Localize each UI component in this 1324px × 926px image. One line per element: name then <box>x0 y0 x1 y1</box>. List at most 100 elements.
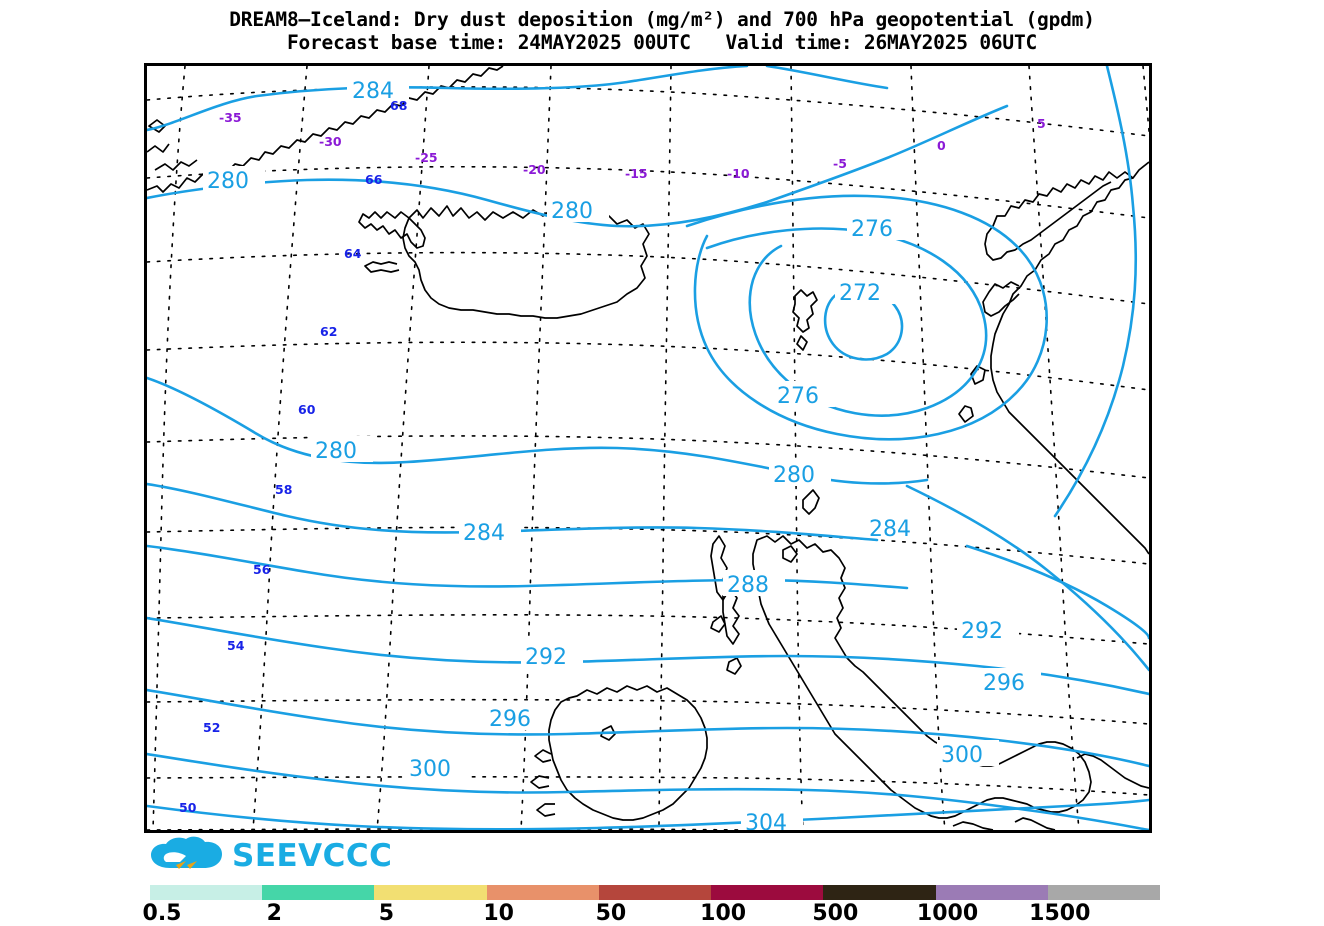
longitude-labels: -35 -30 -25 -20 -15 -10 -5 0 5 <box>219 110 1046 181</box>
coastline-orkney <box>782 545 798 563</box>
contour-label-296b: 296 <box>983 671 1025 696</box>
colorbar-tick-label: 50 <box>595 901 627 926</box>
contour-label-280d: 280 <box>773 463 815 488</box>
coastline-norway-islands <box>970 365 986 385</box>
lat-label-50: 50 <box>179 800 197 815</box>
colorbar-strip <box>150 885 1160 900</box>
contour-300 <box>147 752 1149 830</box>
coastline-iceland-westfjords <box>358 211 426 249</box>
colorbar-segment <box>823 885 936 900</box>
contour-label-300b: 300 <box>941 743 983 768</box>
lon-label-m10: -10 <box>727 166 750 181</box>
contour-276-outer <box>685 194 1048 441</box>
graticule-longitude-lines <box>152 66 1149 830</box>
contour-label-292b: 292 <box>961 619 1003 644</box>
coastlines <box>147 66 1149 830</box>
contour-292 <box>147 616 1149 696</box>
coastline-greenland-inlet-b <box>147 143 170 153</box>
contour-296 <box>147 688 1149 768</box>
lat-label-62: 62 <box>320 324 337 339</box>
contour-label-304: 304 <box>745 811 787 830</box>
lon-label-m25: -25 <box>415 150 438 165</box>
title-line-2: Forecast base time: 24MAY2025 00UTC Vali… <box>286 31 1038 54</box>
latitude-labels: 68 66 64 62 60 58 56 54 52 50 <box>179 98 407 815</box>
colorbar-segment <box>374 885 487 900</box>
colorbar-segment <box>150 885 263 900</box>
title-line-1: DREAM8—Iceland: Dry dust deposition (mg/… <box>229 8 1095 31</box>
lat-label-58: 58 <box>275 482 292 497</box>
map-plot-frame: 284 280 280 276 272 276 280 280 284 284 … <box>144 63 1152 833</box>
coastline-islay-arran <box>726 657 742 675</box>
lon-label-m35: -35 <box>219 110 242 125</box>
colorbar-segment <box>262 885 375 900</box>
contour-label-276a: 276 <box>851 217 893 242</box>
coastline-ireland <box>548 685 708 821</box>
contour-284-north <box>147 66 749 132</box>
contour-292-right <box>965 544 1149 640</box>
colorbar-segment <box>935 885 1048 900</box>
coastline-ireland-west-bays <box>534 749 552 763</box>
coastline-norway-islands2 <box>958 405 974 423</box>
coastline-great-britain <box>752 535 1092 819</box>
coastline-skye <box>710 615 726 633</box>
contour-label-292a: 292 <box>525 645 567 670</box>
lon-label-5: 5 <box>1037 116 1046 131</box>
lat-label-66: 66 <box>365 172 383 187</box>
contour-label-280c: 280 <box>315 439 357 464</box>
coastline-iceland-snaefellsnes <box>364 261 400 273</box>
colorbar-tick-label: 10 <box>483 901 514 926</box>
colorbar-tick-label: 5 <box>378 901 395 926</box>
lon-label-m30: -30 <box>319 134 342 149</box>
lat-label-56: 56 <box>253 562 271 577</box>
coastline-norway <box>990 161 1149 555</box>
seevccc-logo-text: SEEVCCC <box>232 838 393 874</box>
coastline-faroe-islands-south <box>796 335 808 351</box>
contour-label-296a: 296 <box>489 707 531 732</box>
contour-label-280a: 280 <box>207 169 249 194</box>
coastline-ireland-lough <box>600 725 616 741</box>
contour-280-north <box>147 104 1009 228</box>
graticule-latitude-lines <box>147 86 1149 830</box>
colorbar-segment <box>1047 885 1160 900</box>
colorbar-tick-label: 1000 <box>916 901 979 926</box>
lon-label-m20: -20 <box>523 162 546 177</box>
coastline-brittany <box>952 821 994 830</box>
lon-label-m5: -5 <box>833 156 847 171</box>
colorbar-tick-labels: 0.5 2 5 10 50 100 500 1000 1500 <box>143 901 1160 926</box>
contour-label-284a: 284 <box>352 79 394 104</box>
map-canvas: 284 280 280 276 272 276 280 280 284 284 … <box>147 66 1149 830</box>
coastline-greenland-inlet-a <box>154 159 198 171</box>
coastline-norway-fjords2 <box>982 281 1020 317</box>
contour-label-288: 288 <box>727 573 769 598</box>
lat-label-52: 52 <box>203 720 220 735</box>
coastline-shetland <box>802 489 820 515</box>
lat-label-68: 68 <box>390 98 407 113</box>
contour-304 <box>147 798 1149 830</box>
lon-label-0: 0 <box>937 138 946 153</box>
lon-label-m15: -15 <box>625 166 648 181</box>
arrow-icon <box>176 861 197 869</box>
contour-label-284b: 284 <box>463 521 505 546</box>
contour-label-284c: 284 <box>869 517 911 542</box>
cloud-icon <box>151 836 222 868</box>
lat-label-64: 64 <box>344 246 362 261</box>
seevccc-logo <box>151 836 222 869</box>
coastline-greenland <box>147 66 504 193</box>
contour-276-inner <box>705 227 988 417</box>
contour-label-300a: 300 <box>409 757 451 782</box>
colorbar-segment <box>598 885 712 900</box>
contour-284-north-b <box>765 66 889 90</box>
colorbar-tick-label: 100 <box>700 901 747 926</box>
contour-label-280b: 280 <box>551 199 593 224</box>
deposition-colorbar: 0.5 2 5 10 50 100 500 1000 1500 <box>143 885 1160 926</box>
contour-label-272: 272 <box>839 281 881 306</box>
colorbar-segment <box>711 885 824 900</box>
geopotential-contours <box>147 66 1149 830</box>
lat-label-54: 54 <box>227 638 245 653</box>
coastline-ireland-west-bays2 <box>530 775 550 789</box>
coastline-faroe-islands <box>792 289 818 333</box>
chart-title-block: DREAM8—Iceland: Dry dust deposition (mg/… <box>0 8 1324 54</box>
contour-288-mid <box>147 544 909 590</box>
contour-labels: 284 280 280 276 272 276 280 280 284 284 … <box>203 76 1041 830</box>
contour-288-right <box>905 484 1149 672</box>
